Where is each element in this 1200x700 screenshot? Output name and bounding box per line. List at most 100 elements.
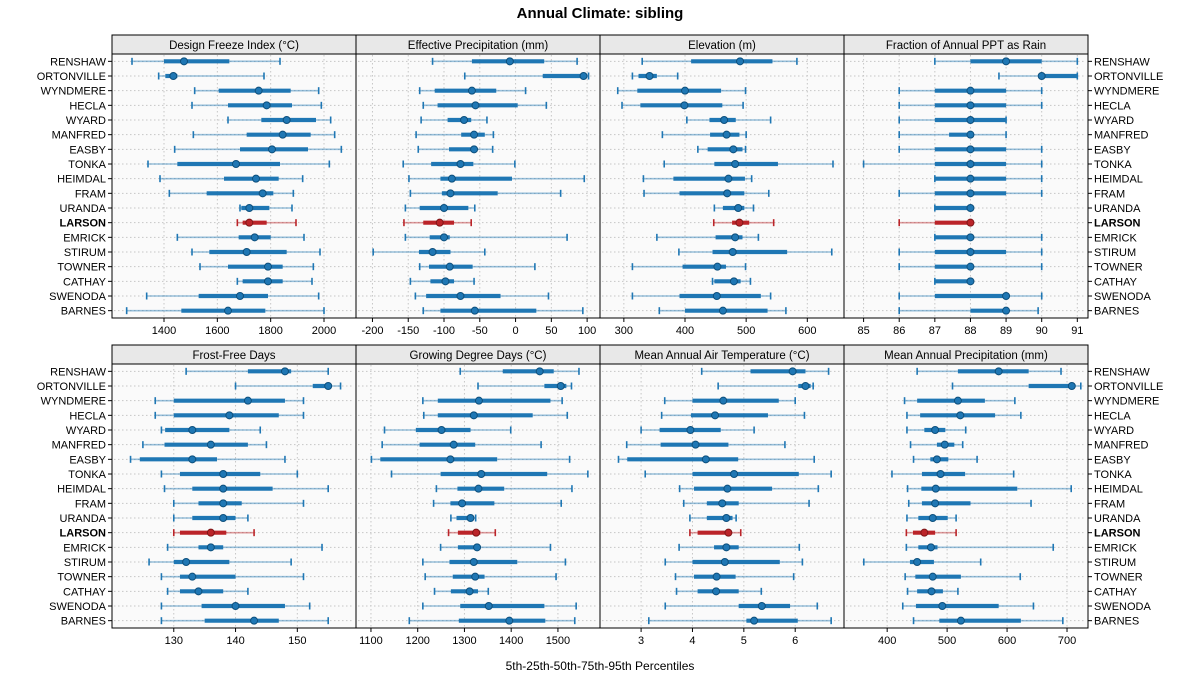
station-label-left: ORTONVILLE	[37, 381, 106, 393]
axis-text: 1600	[205, 325, 229, 337]
median-dot	[264, 277, 272, 286]
station-label-left: EMRICK	[63, 542, 106, 554]
station-label-left: TOWNER	[57, 262, 106, 274]
row-wyard	[160, 426, 262, 434]
median-dot	[447, 174, 456, 183]
row-manfred	[142, 440, 268, 449]
median-dot	[736, 57, 745, 66]
median-dot	[936, 470, 945, 478]
row-towner	[160, 572, 305, 581]
plot-area	[599, 363, 845, 629]
row-manfred	[909, 440, 964, 449]
median-dot	[722, 543, 731, 552]
station-label-right: STIRUM	[1094, 247, 1136, 259]
median-dot	[729, 277, 738, 286]
row-tonka	[663, 160, 834, 168]
median-dot	[180, 57, 188, 66]
plot-area	[843, 53, 1089, 319]
row-towner	[631, 262, 747, 271]
row-easby	[173, 145, 343, 154]
row-tonka	[147, 160, 331, 168]
median-dot	[224, 306, 232, 315]
median-dot	[466, 514, 475, 522]
row-fram	[643, 189, 770, 198]
panel-effective-precipitation-mm: Effective Precipitation (mm) -200 -150 -100…	[355, 34, 601, 337]
station-label-left: TONKA	[68, 469, 106, 481]
axis-text: 4	[689, 635, 695, 647]
median-dot	[446, 455, 455, 464]
row-stirum	[664, 558, 804, 566]
row-cathay	[934, 277, 975, 286]
row-swenoda	[631, 292, 772, 300]
median-dot	[473, 543, 482, 552]
station-label-right: TOWNER	[1094, 262, 1143, 274]
axis-text: 500	[938, 635, 956, 647]
median-dot	[966, 248, 975, 256]
row-ortonville	[998, 72, 1079, 80]
row-fram	[682, 499, 810, 508]
station-label-right: HECLA	[1094, 410, 1131, 422]
median-dot	[1002, 306, 1011, 315]
station-label-right: CATHAY	[1094, 276, 1138, 288]
station-label-left: URANDA	[60, 203, 107, 215]
station-label-right: MANFRED	[1094, 440, 1148, 452]
median-dot	[232, 160, 240, 168]
median-dot	[712, 292, 721, 300]
station-label-left: EASBY	[69, 144, 106, 156]
station-label-right: LARSON	[1094, 218, 1141, 230]
axis-text: 2000	[312, 325, 336, 337]
axis-text: 100	[578, 325, 596, 337]
station-label-right: WYNDMERE	[1094, 86, 1159, 98]
row-wyard	[383, 426, 512, 434]
panel-design-freeze-index-c: Design Freeze Index (°C) 1400 1600 1800 2000	[108, 34, 357, 337]
station-label-right: RENSHAW	[1094, 56, 1150, 68]
axis-text: 1300	[452, 635, 476, 647]
row-renshaw	[459, 367, 580, 376]
station-label-right: HECLA	[1094, 100, 1131, 112]
median-dot	[720, 116, 729, 124]
median-dot	[712, 572, 721, 581]
axis-text: 0	[513, 325, 519, 337]
row-emrick	[678, 543, 801, 552]
row-easby	[129, 455, 286, 464]
row-barnes	[912, 616, 1064, 625]
station-label-right: WYNDMERE	[1094, 396, 1159, 408]
median-dot	[169, 72, 178, 80]
median-dot	[931, 426, 940, 434]
row-wyndmere	[616, 86, 747, 95]
median-dot	[219, 484, 228, 493]
median-dot	[926, 543, 935, 552]
row-stirum	[191, 248, 321, 256]
median-dot	[465, 587, 474, 596]
station-label-left: STIRUM	[64, 557, 106, 569]
row-fram	[907, 499, 1032, 508]
median-dot	[731, 160, 740, 168]
axis-text: 90	[1036, 325, 1048, 337]
row-barnes	[898, 306, 1039, 315]
row-fram	[172, 499, 305, 508]
row-barnes	[408, 616, 576, 625]
station-label-left: WYARD	[66, 425, 106, 437]
row-manfred	[625, 440, 786, 449]
axis-text: -150	[397, 325, 419, 337]
row-cathay	[236, 277, 313, 286]
median-dot	[722, 130, 731, 139]
panel-growing-degree-days-c: Growing Degree Days (°C) 1100 1200 1300 1400…	[355, 344, 601, 647]
station-label-left: FRAM	[75, 188, 106, 200]
row-swenoda	[414, 292, 550, 300]
row-swenoda	[901, 602, 1035, 610]
median-dot	[579, 72, 588, 80]
axis-text: Effective Precipitation (mm)	[408, 40, 549, 52]
row-cathay	[675, 587, 763, 596]
median-dot	[250, 616, 259, 625]
median-dot	[219, 499, 228, 508]
median-dot	[966, 101, 975, 110]
row-tonka	[891, 470, 1015, 478]
row-wyndmere	[154, 396, 305, 405]
row-heimdal	[678, 484, 820, 493]
row-swenoda	[160, 602, 311, 610]
row-easby	[898, 145, 1043, 154]
station-label-right: TONKA	[1094, 469, 1132, 481]
row-stirum	[898, 248, 1043, 256]
row-towner	[199, 262, 315, 271]
